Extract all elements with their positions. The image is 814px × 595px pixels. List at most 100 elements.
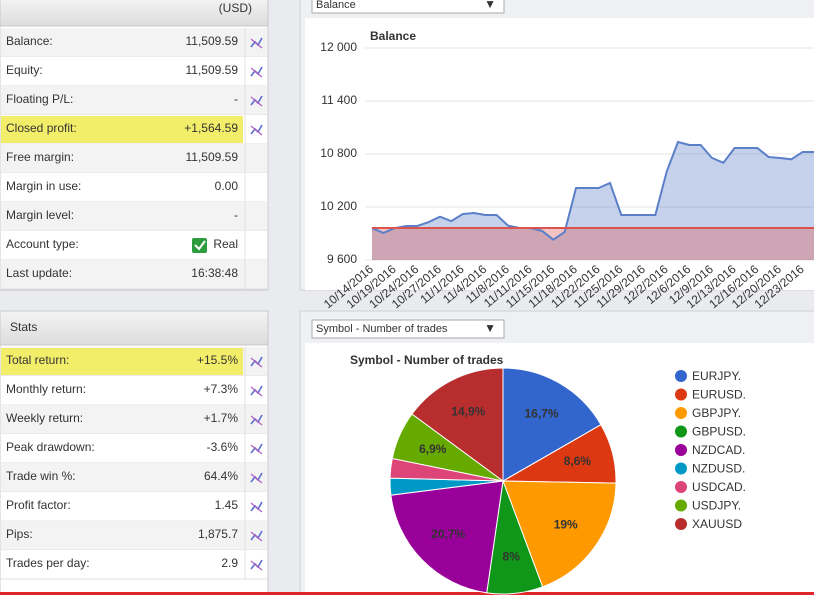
row-bg [1, 231, 267, 260]
row-label: Free margin: [6, 150, 74, 164]
row-value: +1.7% [204, 411, 239, 425]
legend-label: EURUSD. [692, 388, 746, 402]
y-tick-label: 9 600 [327, 252, 357, 266]
slice-label: 16,7% [524, 407, 558, 421]
dropdown-arrow: ▼ [484, 321, 496, 335]
balance-area [372, 141, 814, 260]
row-value: - [234, 208, 238, 222]
row-label: Closed profit: [6, 121, 77, 135]
row-bg [1, 28, 267, 57]
row-value: 1,875.7 [198, 527, 238, 541]
stats-header [0, 310, 269, 346]
chart-icon [250, 67, 263, 78]
row-value: 64.4% [204, 469, 238, 483]
row-value: - [234, 92, 238, 106]
row-value: 11,509.59 [186, 34, 239, 48]
highlight [1, 116, 243, 143]
slice-label: 20,7% [431, 527, 465, 541]
legend-swatch [675, 499, 687, 512]
row-bg [1, 492, 267, 521]
check-icon [192, 238, 207, 253]
chart-icon [250, 386, 263, 397]
row-bg [1, 260, 267, 289]
legend-swatch [675, 462, 687, 475]
row-label: Profit factor: [6, 498, 71, 512]
chart-icon [250, 473, 263, 484]
row-value: +7.3% [204, 382, 239, 396]
chart-icon [250, 560, 263, 571]
chart-icon [250, 531, 263, 542]
pie-slice [502, 367, 602, 482]
pie-slice [390, 480, 504, 594]
stats-title: Stats [10, 320, 37, 334]
pie-slice [502, 480, 617, 588]
legend-label: XAUUSD [692, 517, 742, 531]
legend-swatch [675, 407, 687, 419]
row-bg [1, 144, 267, 173]
slice-label: 8,6% [564, 454, 592, 468]
legend-label: GBPJPY. [692, 406, 741, 420]
row-label: Pips: [6, 527, 33, 541]
legend-swatch [675, 425, 687, 438]
row-label: Trade win %: [6, 469, 76, 483]
row-value: 16:38:48 [191, 266, 238, 280]
row-label: Last update: [6, 266, 72, 280]
row-bg [1, 550, 267, 579]
slice-label: 8% [503, 550, 521, 564]
chart-icon [250, 444, 263, 455]
legend-swatch [675, 388, 687, 401]
legend-label: NZDCAD. [692, 443, 745, 457]
row-value: +15.5% [197, 353, 238, 367]
row-label: Monthly return: [6, 382, 86, 396]
check-mark [194, 240, 206, 251]
legend-label: EURJPY. [692, 369, 741, 383]
y-tick-label: 12 000 [320, 40, 357, 54]
row-label: Margin in use: [6, 179, 81, 193]
row-value: Real [213, 237, 238, 251]
row-bg [1, 86, 267, 115]
row-label: Trades per day: [6, 556, 90, 570]
currency: (USD) [219, 1, 252, 15]
row-bg [1, 173, 267, 202]
row-value: 11,509.59 [186, 150, 239, 164]
row-label: Balance: [6, 34, 53, 48]
legend-swatch [675, 518, 687, 530]
dropdown-arrow: ▼ [484, 0, 496, 11]
balance-selector-text: Balance [316, 0, 356, 11]
chart-icon [250, 38, 263, 49]
legend-label: USDJPY. [692, 499, 741, 513]
row-value: +1,564.59 [184, 121, 238, 135]
row-bg [1, 463, 267, 492]
row-label: Floating P/L: [6, 92, 73, 106]
balance-title: Balance [370, 29, 416, 43]
y-tick-label: 11 400 [321, 93, 357, 107]
row-bg [1, 376, 267, 405]
chart-icon [250, 125, 263, 136]
row-value: 0.00 [215, 179, 239, 193]
chart-icon [250, 415, 263, 426]
row-label: Peak drawdown: [6, 440, 95, 454]
account-header [0, 0, 269, 27]
row-value: 2.9 [221, 556, 238, 570]
row-bg [1, 57, 267, 86]
pie-slice [411, 367, 504, 482]
legend-label: USDCAD. [692, 480, 746, 494]
row-value: 11,509.59 [186, 63, 239, 77]
row-label: Margin level: [6, 208, 74, 222]
slice-label: 14,9% [451, 405, 485, 419]
row-bg [1, 521, 267, 550]
row-bg [1, 405, 267, 434]
pie-selector[interactable] [311, 319, 505, 339]
balance-selector[interactable] [311, 0, 505, 14]
pie-title: Symbol - Number of trades [350, 353, 504, 367]
chart-icon [250, 357, 263, 368]
video-bar [0, 592, 814, 595]
row-label: Equity: [6, 63, 43, 77]
highlight [1, 348, 243, 375]
row-bg [1, 434, 267, 463]
legend-swatch [675, 370, 687, 382]
row-value: 1.45 [215, 498, 239, 512]
balance-line [371, 140, 814, 241]
row-label: Weekly return: [6, 411, 83, 425]
